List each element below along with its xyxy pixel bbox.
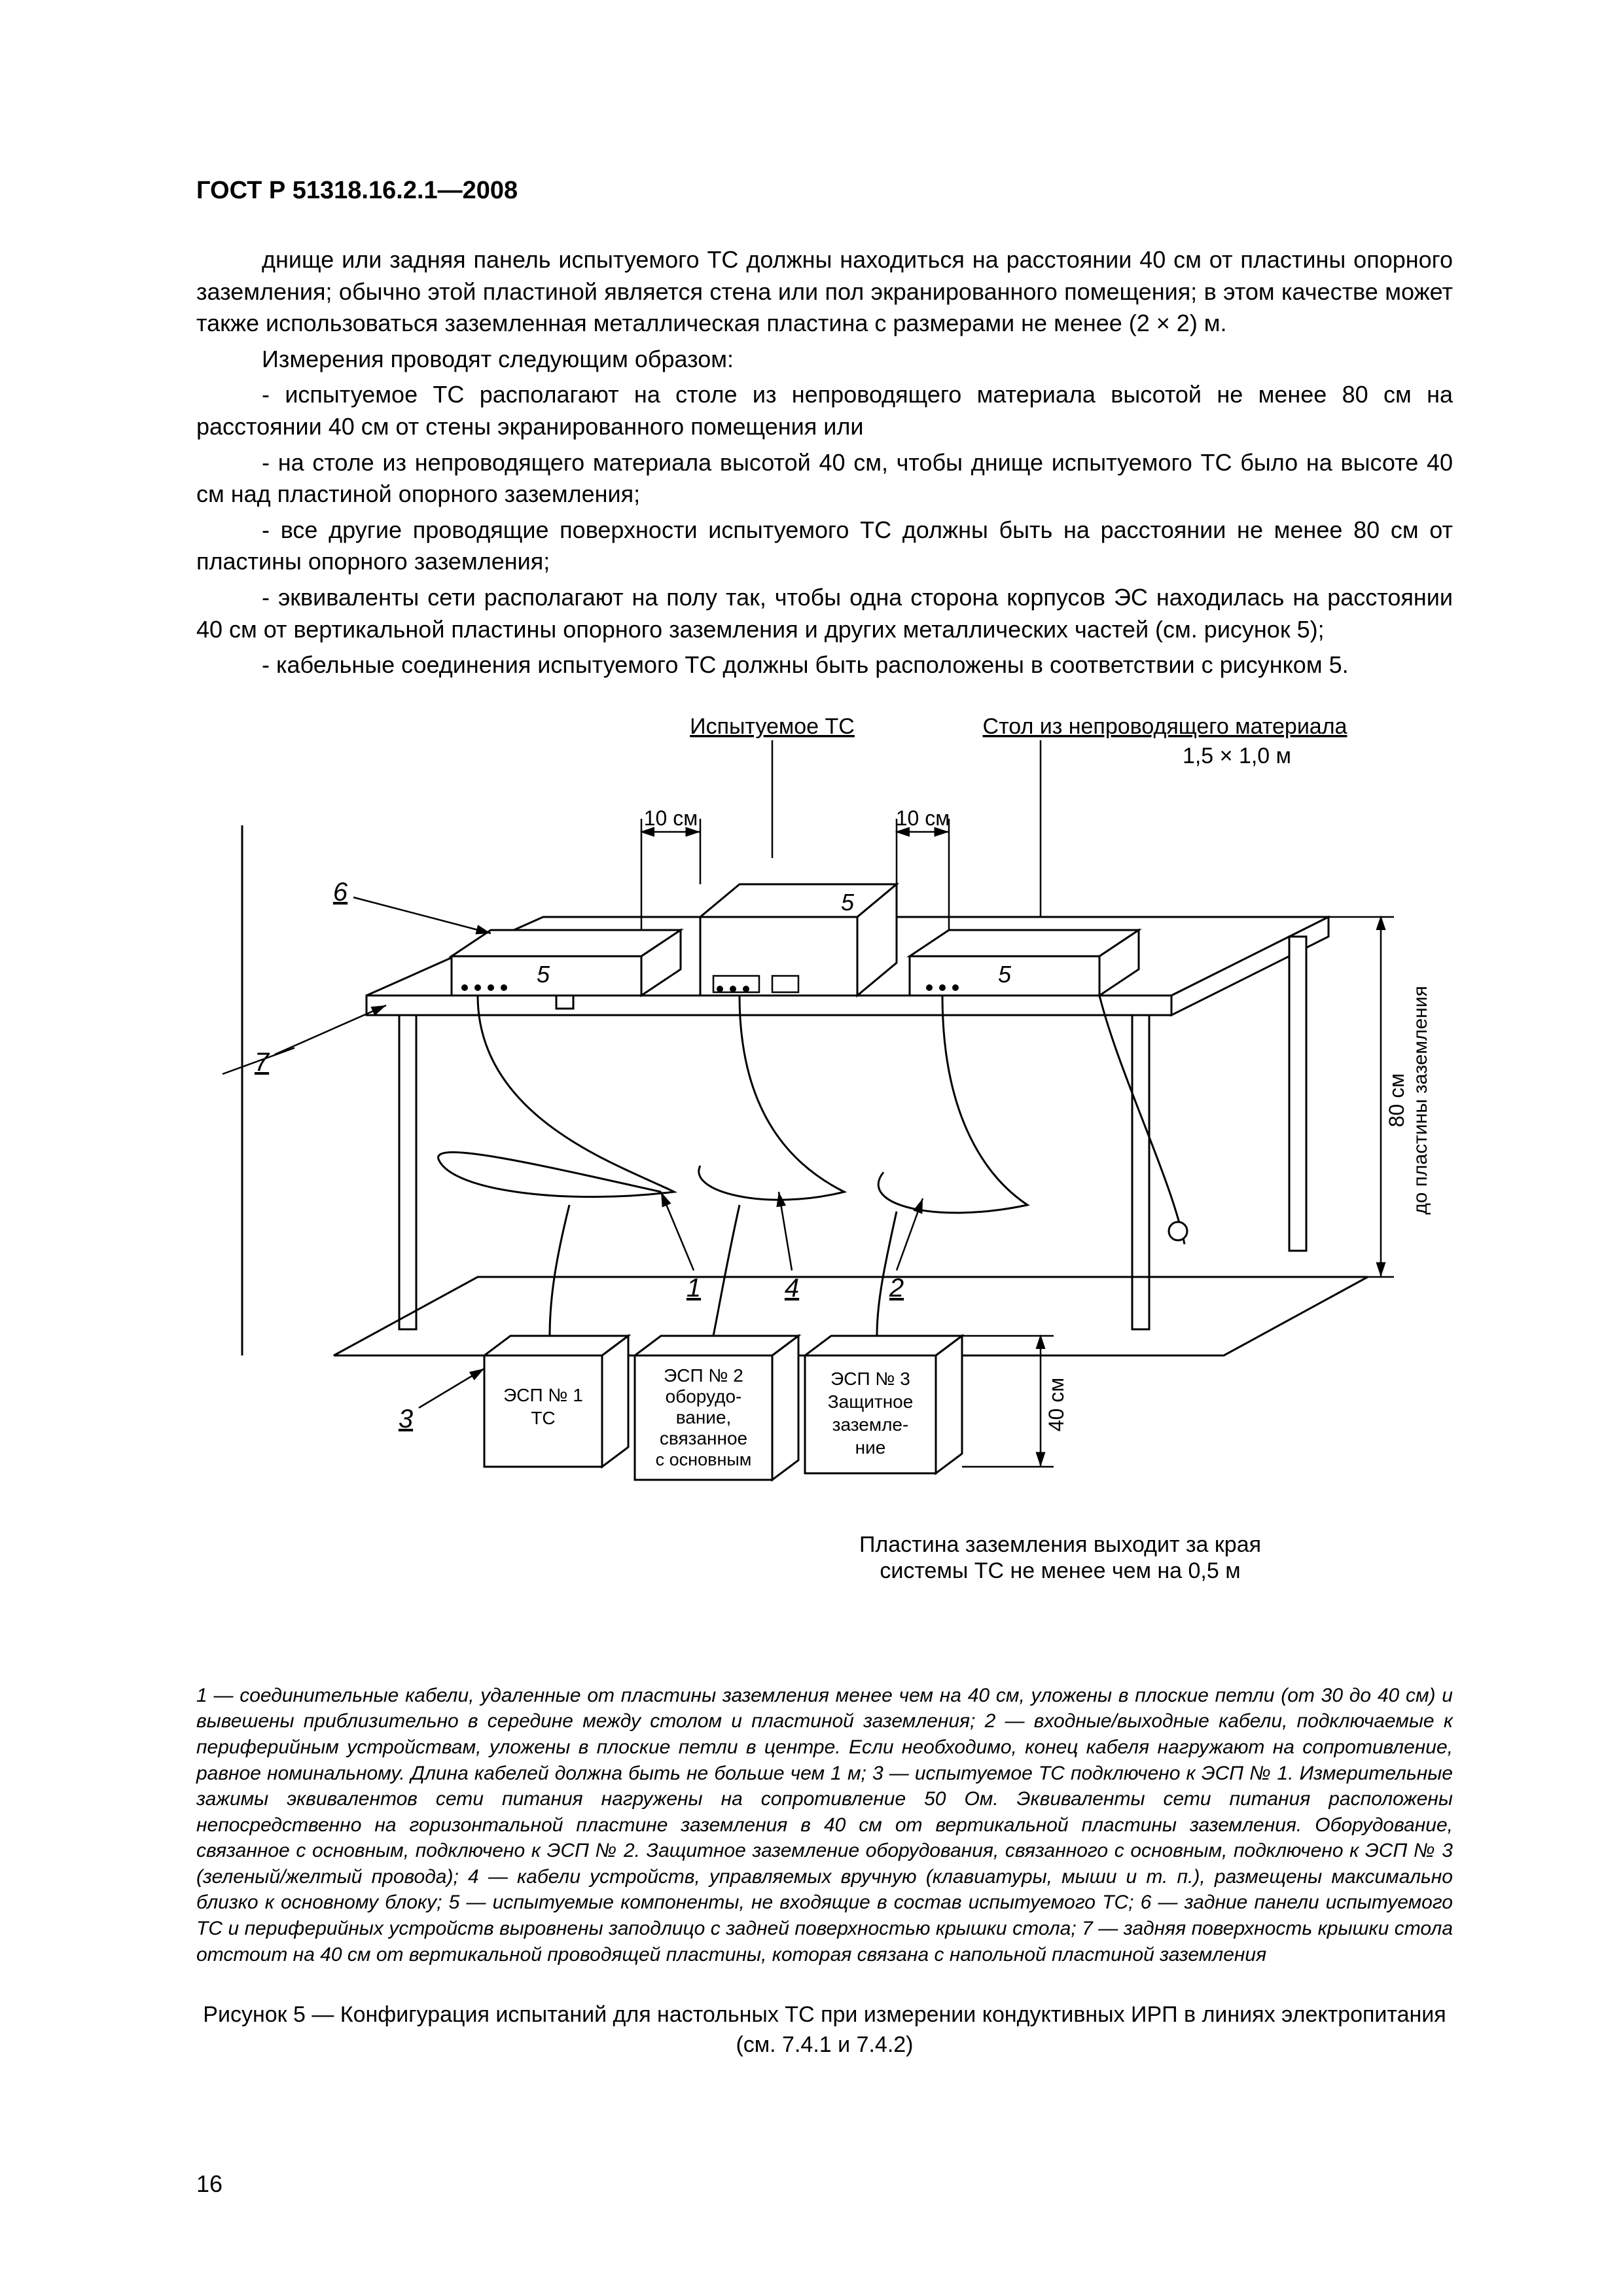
box2-l3: вание, — [676, 1407, 732, 1427]
para-2: Измерения проводят следующим образом: — [196, 344, 1453, 376]
ground-note-1: Пластина заземления выходит за края — [859, 1532, 1261, 1557]
num-1: 1 — [687, 1274, 701, 1302]
num-5a: 5 — [537, 961, 550, 988]
ground-note-2: системы ТС не менее чем на 0,5 м — [880, 1558, 1240, 1583]
num-5c: 5 — [998, 961, 1012, 988]
label-table-dim: 1,5 × 1,0 м — [1183, 744, 1291, 768]
box1-l1: ЭСП № 1 — [503, 1385, 583, 1405]
box2-l1: ЭСП № 2 — [664, 1365, 743, 1386]
label-eut: Испытуемое ТС — [690, 714, 855, 739]
num-6: 6 — [333, 878, 348, 906]
num-7: 7 — [255, 1048, 270, 1077]
box2-l5: с основным — [656, 1450, 752, 1469]
figure-legend: 1 — соединительные кабели, удаленные от … — [196, 1683, 1453, 1968]
num-4: 4 — [785, 1274, 799, 1302]
num-2: 2 — [889, 1274, 904, 1302]
box2-l4: связанное — [660, 1428, 747, 1448]
box1-l2: ТС — [531, 1408, 555, 1428]
bullet-4: - эквиваленты сети располагают на полу т… — [196, 582, 1453, 645]
dim-10cm-a: 10 см — [644, 806, 698, 830]
dim-40cm: 40 см — [1044, 1377, 1068, 1431]
box2-l2: оборудо- — [666, 1386, 742, 1407]
num-5b: 5 — [841, 889, 855, 916]
doc-header: ГОСТ Р 51318.16.2.1—2008 — [196, 177, 1453, 205]
num-3: 3 — [399, 1405, 413, 1433]
box3-l4: ние — [855, 1437, 886, 1458]
figure-5: Испытуемое ТС Стол из непроводящего мате… — [196, 708, 1453, 1657]
bullet-1: - испытуемое ТС располагают на столе из … — [196, 379, 1453, 442]
bullet-2: - на столе из непроводящего материала вы… — [196, 447, 1453, 511]
dim-10cm-b: 10 см — [896, 806, 950, 830]
page-number: 16 — [196, 2170, 223, 2198]
para-1: днище или задняя панель испытуемого ТС д… — [196, 244, 1453, 340]
box3-l1: ЭСП № 3 — [830, 1369, 910, 1389]
box3-l2: Защитное — [828, 1391, 914, 1412]
bullet-3: - все другие проводящие поверхности испы… — [196, 514, 1453, 578]
dim-80cm: 80 см — [1385, 1073, 1408, 1126]
label-table: Стол из непроводящего материала — [983, 714, 1347, 739]
figure-title: Рисунок 5 — Конфигурация испытаний для н… — [196, 2000, 1453, 2060]
box3-l3: заземле- — [832, 1414, 909, 1435]
bullet-5: - кабельные соединения испытуемого ТС до… — [196, 649, 1453, 681]
dim-80cm-sub: до пластины заземления — [1410, 986, 1431, 1215]
